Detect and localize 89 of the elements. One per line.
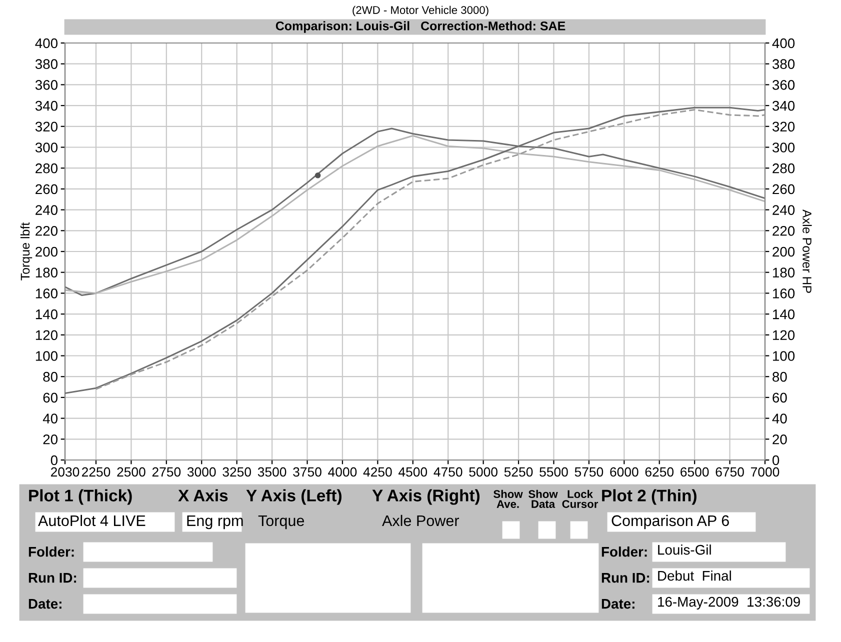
y2-tick-label: 220 <box>772 226 795 236</box>
y-tick-label: 320 <box>35 122 58 132</box>
x-tick-label: 7000 <box>751 467 780 477</box>
y-tick-label: 340 <box>35 100 58 111</box>
text: Torque <box>258 515 304 530</box>
y-tick-label: 160 <box>36 288 58 298</box>
text: Comparison AP 6 <box>612 514 729 530</box>
y2-tick-label: 380 <box>772 59 795 70</box>
y2-tick-label: 100 <box>773 351 795 361</box>
y-axis-title: Torque lbft <box>20 222 32 280</box>
x-tick-label: 5250 <box>504 467 533 477</box>
y2-axis-title: Axle Power HP <box>802 209 812 293</box>
text: Show Data <box>528 490 558 508</box>
y-tick-label: 260 <box>36 184 58 194</box>
y2-tick-label: 80 <box>772 372 787 382</box>
x-tick-label: 4250 <box>363 467 392 477</box>
y2-tick-label: 280 <box>772 163 795 174</box>
text: Show Ave. <box>494 490 523 508</box>
text: Lock Cursor <box>562 490 598 508</box>
y-tick-label: 380 <box>35 59 58 70</box>
y2-tick-label: 180 <box>773 268 795 278</box>
text: Run ID: <box>602 573 650 583</box>
y2-tick-label: 360 <box>772 80 795 90</box>
text: Y Axis (Right) <box>372 489 480 505</box>
y-tick-label: 40 <box>42 414 58 424</box>
y2-tick-label: 160 <box>773 288 795 298</box>
text: Debut Final <box>658 570 731 581</box>
text: Folder: <box>602 546 647 557</box>
y2-tick-label: 320 <box>772 122 795 132</box>
text: Axle Power <box>382 514 460 526</box>
x-tick-label: 3500 <box>258 467 286 477</box>
x-tick-label: 5750 <box>574 467 604 477</box>
y-tick-label: 220 <box>36 226 58 236</box>
y2-tick-label: 60 <box>772 392 787 403</box>
x-tick-label: 2750 <box>152 467 181 477</box>
y-tick-label: 200 <box>36 246 58 257</box>
text: Plot 2 (Thin) <box>602 489 696 505</box>
x-tick-label: 6500 <box>680 467 709 477</box>
text: Eng rpm <box>187 515 243 530</box>
text: 16-May-2009 13:36:09 <box>658 596 800 610</box>
y-tick-label: 20 <box>43 434 58 444</box>
y-tick-label: 120 <box>36 330 58 340</box>
y-tick-label: 180 <box>36 268 58 278</box>
x-tick-label: 3000 <box>187 467 216 477</box>
y-tick-label: 140 <box>36 309 58 320</box>
text: Date: <box>602 599 634 609</box>
y2-tick-label: 260 <box>772 184 795 194</box>
y-tick-label: 400 <box>35 38 58 48</box>
y-tick-label: 300 <box>35 142 58 152</box>
x-tick-label: 5500 <box>540 467 568 477</box>
text: Plot 1 (Thick) <box>29 489 132 505</box>
y2-tick-label: 120 <box>773 330 795 340</box>
y-tick-label: 60 <box>43 392 58 403</box>
x-tick-label: 2500 <box>117 467 146 477</box>
y2-tick-label: 40 <box>772 414 787 424</box>
y2-tick-label: 140 <box>773 309 795 320</box>
y2-tick-label: 340 <box>772 100 795 111</box>
y2-tick-label: 0 <box>772 455 780 466</box>
text: Louis-Gil <box>658 544 711 555</box>
y2-tick-label: 20 <box>772 434 787 444</box>
x-tick-label: 6000 <box>610 467 638 477</box>
text: Date: <box>28 599 62 609</box>
y2-tick-label: 400 <box>772 38 795 48</box>
y-tick-label: 280 <box>36 163 58 174</box>
x-tick-label: 4500 <box>398 467 428 477</box>
x-tick-label: 2030 <box>50 467 80 477</box>
x-tick-label: 4750 <box>434 467 462 477</box>
y-tick-label: 100 <box>36 351 58 361</box>
x-tick-label: 5000 <box>469 467 498 477</box>
x-tick-label: 3250 <box>222 467 251 477</box>
y2-tick-label: 200 <box>772 246 795 257</box>
text: Y Axis (Left) <box>246 489 342 505</box>
text: AutoPlot 4 LIVE <box>38 514 146 526</box>
y2-tick-label: 300 <box>772 142 795 152</box>
y-tick-label: 0 <box>50 455 58 466</box>
chart-title: (2WD - Motor Vehicle 3000) <box>352 6 488 16</box>
text: Folder: <box>28 546 74 557</box>
x-tick-label: 2250 <box>82 467 110 477</box>
x-tick-label: 3750 <box>293 467 322 477</box>
y2-tick-label: 240 <box>772 205 795 215</box>
text: X Axis <box>178 489 228 502</box>
x-tick-label: 6250 <box>645 467 674 477</box>
x-tick-label: 4000 <box>328 467 357 477</box>
y-tick-label: 80 <box>43 372 58 382</box>
text: Run ID: <box>28 573 76 583</box>
y-tick-label: 360 <box>35 80 58 90</box>
chart-subtitle: Comparison: Louis-Gil Correction-Method: SAE <box>276 21 566 33</box>
y-tick-label: 240 <box>36 205 58 215</box>
x-tick-label: 6750 <box>716 467 744 477</box>
